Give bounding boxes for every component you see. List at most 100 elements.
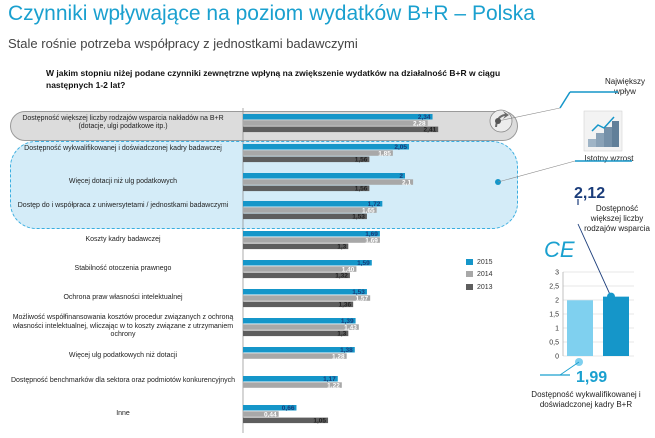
bar-value-label: 1,57 [356,295,369,302]
callout-najwiekszy: Największy wpływ [604,77,645,96]
bar-2015 [243,114,433,120]
bar-2013 [243,243,349,250]
category-label: Dostęp do i współpraca z uniwersytetami … [17,201,229,209]
category-label: Ochrona praw własności intelektualnej [63,293,183,301]
bar-value-label: 2,1 [402,179,411,186]
bar-value-label: 1,32 [335,273,348,280]
bar-2015 [243,144,410,150]
ce-tick-label: 1,5 [549,312,559,319]
bar-value-label: 1,59 [357,260,370,267]
bar-value-label: 1,85 [378,150,391,157]
bar-2013 [243,417,329,424]
bar-value-label: 0,44 [264,411,277,418]
category-label: Możliwość współfinansowania kosztów proc… [12,314,234,339]
legend-2014: 2014 [466,271,493,278]
category-label: Koszty kadry badawczej [85,235,161,243]
stairs-growth-icon [583,110,623,152]
bar-2015 [243,173,405,179]
bar-value-label: 1,40 [342,266,355,273]
bar-2014 [243,324,359,330]
bar-value-label: 2,34 [418,114,431,121]
bar-value-label: 1,39 [341,318,354,325]
callout-istotny: Istotny wzrost [584,154,634,163]
category-label: Dostępność większej liczby rodzajów wspa… [22,114,224,131]
bar-value-label: 2,05 [394,144,407,151]
legend-label-2014: 2014 [477,271,493,278]
page-title: Czynniki wpływające na poziom wydatków B… [8,2,535,25]
ce-tick-label: 0,5 [549,340,559,347]
ce-pointer-top [577,223,612,297]
callout-line-blue-1 [559,91,571,109]
bar-value-label: 1,56 [355,157,368,164]
ce-tick-label: 2 [555,298,559,305]
bar-value-label: 2 [399,173,403,180]
bar-2013 [243,272,350,279]
bar-2015 [243,201,383,207]
ce-pointer-bottom [559,361,580,376]
bar-value-label: 1,72 [368,201,381,208]
bar-2014 [243,207,377,213]
bar-value-label: 1,65 [362,207,375,214]
ce-value-top: 2,12 [574,185,606,202]
bar-2014 [243,411,279,417]
ce-tick-label: 0 [555,354,559,361]
callout-line-istotny [497,160,576,183]
bar-2015 [243,405,297,411]
bar-value-label: 2,28 [413,120,426,127]
bar-value-label: 1,22 [327,382,340,389]
bar-value-label: 1,38 [340,347,353,354]
bar-value-label: 1,69 [365,237,378,244]
bar-2014 [243,237,380,243]
bar-2015 [243,289,367,295]
ce-caption-top: Dostępność większej liczby rodzajów wspa… [584,204,650,233]
bar-value-label: 1,56 [355,186,368,193]
bar-2013 [243,185,370,192]
category-label: Dostępność benchmarków dla sektora oraz … [10,376,236,384]
legend-2013: 2013 [466,284,493,291]
ce-label: CE [544,237,575,262]
bar-value-label: 1,28 [332,353,345,360]
ce-caption-bottom: Dostępność wykwalifikowanej i doświadczo… [531,390,641,409]
bar-value-label: 1,43 [344,324,357,331]
bar-2014 [243,382,342,388]
chart-question: W jakim stopniu niżej podane czynniki ze… [46,68,501,90]
bar-value-label: 1,05 [313,418,326,425]
bar-2015 [243,231,380,237]
bar-2014 [243,150,393,156]
bar-2014 [243,266,357,272]
dot-gray [495,118,501,124]
callout-line-gray [497,107,561,122]
bar-value-label: 1,3 [337,244,346,251]
ce-tick-label: 1 [555,326,559,333]
bar-value-label: 1,36 [339,302,352,309]
bar-2014 [243,120,428,126]
bar-2015 [243,260,372,266]
category-label: Dostępność wykwalifikowanej i doświadczo… [24,144,222,152]
legend-label-2013: 2013 [477,284,493,291]
category-label: Więcej dotacji niż ulg podatkowych [68,177,178,185]
page-subtitle: Stale rośnie potrzeba współpracy z jedno… [8,36,358,51]
bar-2015 [243,347,355,353]
bar-value-label: 2,41 [424,127,437,134]
bar-value-label: 1,69 [365,231,378,238]
bar-value-label: 0,66 [282,405,295,412]
ce-tick-label: 2,5 [549,284,559,291]
ce-dot-top [607,292,615,301]
ce-tick-label: 3 [555,270,559,277]
bar-value-label: 1,3 [337,331,346,338]
bar-value-label: 1,17 [323,376,336,383]
bar-value-label: 1,53 [352,289,365,296]
ce-value-bottom: 1,99 [576,369,608,386]
bar-2013 [243,301,354,308]
ce-bar [603,296,629,356]
ce-bar [567,300,593,356]
category-label: Inne [116,409,130,417]
bar-2013 [243,156,370,163]
bar-2013 [243,213,367,220]
bar-2014 [243,179,414,185]
bar-2015 [243,376,338,382]
bar-value-label: 1,53 [352,214,365,221]
